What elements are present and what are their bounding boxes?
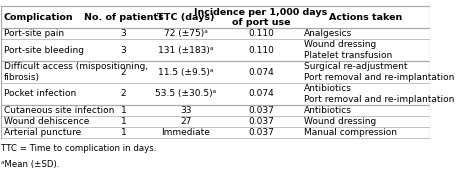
Text: 72 (±75)ᵃ: 72 (±75)ᵃ: [164, 29, 208, 38]
Text: Arterial puncture: Arterial puncture: [4, 128, 81, 137]
Bar: [220, 7, 301, 28]
Text: 2: 2: [121, 67, 127, 76]
Text: Surgical re-adjustment
Port removal and re-implantation: Surgical re-adjustment Port removal and …: [304, 62, 455, 82]
Text: Actions taken: Actions taken: [329, 13, 402, 22]
Bar: [301, 105, 430, 116]
Bar: [301, 116, 430, 127]
Text: 2: 2: [121, 89, 127, 98]
Bar: [301, 7, 430, 28]
Text: Immediate: Immediate: [161, 128, 210, 137]
Text: TTC = Time to complication in days.: TTC = Time to complication in days.: [1, 144, 157, 153]
Bar: [220, 105, 301, 116]
Text: 3: 3: [121, 29, 127, 38]
Text: 1: 1: [121, 106, 127, 115]
Text: 33: 33: [180, 106, 191, 115]
Bar: [1, 39, 96, 61]
Bar: [152, 127, 220, 138]
Bar: [152, 116, 220, 127]
Text: Cutaneous site infection: Cutaneous site infection: [4, 106, 114, 115]
Text: 11.5 (±9.5)ᵃ: 11.5 (±9.5)ᵃ: [158, 67, 214, 76]
Text: 0.074: 0.074: [248, 67, 273, 76]
Text: 0.037: 0.037: [248, 117, 274, 126]
Text: Port-site bleeding: Port-site bleeding: [4, 46, 84, 55]
Text: 27: 27: [180, 117, 191, 126]
Bar: [96, 127, 152, 138]
Text: 0.074: 0.074: [248, 89, 273, 98]
Bar: [301, 39, 430, 61]
Bar: [220, 127, 301, 138]
Bar: [301, 61, 430, 83]
Bar: [152, 28, 220, 39]
Text: Antibiotics
Port removal and re-implantation: Antibiotics Port removal and re-implanta…: [304, 84, 455, 104]
Bar: [301, 127, 430, 138]
Bar: [1, 28, 96, 39]
Text: 0.037: 0.037: [248, 106, 274, 115]
Text: 1: 1: [121, 128, 127, 137]
Bar: [220, 116, 301, 127]
Text: 1: 1: [121, 117, 127, 126]
Text: 131 (±183)ᵃ: 131 (±183)ᵃ: [158, 46, 214, 55]
Bar: [96, 61, 152, 83]
Bar: [152, 7, 220, 28]
Text: Complication: Complication: [4, 13, 73, 22]
Text: Wound dressing: Wound dressing: [304, 117, 376, 126]
Bar: [96, 39, 152, 61]
Text: Port-site pain: Port-site pain: [4, 29, 64, 38]
Bar: [96, 83, 152, 105]
Bar: [220, 61, 301, 83]
Bar: [96, 105, 152, 116]
Bar: [96, 116, 152, 127]
Text: 53.5 (±30.5)ᵃ: 53.5 (±30.5)ᵃ: [155, 89, 217, 98]
Bar: [1, 105, 96, 116]
Text: ᵃMean (±SD).: ᵃMean (±SD).: [1, 160, 60, 169]
Text: Antibiotics: Antibiotics: [304, 106, 352, 115]
Text: 0.110: 0.110: [248, 46, 274, 55]
Bar: [152, 105, 220, 116]
Text: No. of patients: No. of patients: [84, 13, 164, 22]
Bar: [1, 7, 96, 28]
Bar: [301, 28, 430, 39]
Bar: [152, 83, 220, 105]
Text: Wound dressing
Platelet transfusion: Wound dressing Platelet transfusion: [304, 40, 392, 60]
Bar: [1, 61, 96, 83]
Text: Incidence per 1,000 days
of port use: Incidence per 1,000 days of port use: [194, 8, 328, 27]
Text: Difficult access (mispositioning,
fibrosis): Difficult access (mispositioning, fibros…: [4, 62, 148, 82]
Text: 3: 3: [121, 46, 127, 55]
Bar: [220, 83, 301, 105]
Bar: [301, 83, 430, 105]
Bar: [1, 127, 96, 138]
Text: Wound dehiscence: Wound dehiscence: [4, 117, 89, 126]
Bar: [1, 83, 96, 105]
Bar: [96, 28, 152, 39]
Bar: [96, 7, 152, 28]
Bar: [1, 116, 96, 127]
Bar: [220, 39, 301, 61]
Bar: [220, 28, 301, 39]
Text: 0.110: 0.110: [248, 29, 274, 38]
Text: TTC (days): TTC (days): [157, 13, 215, 22]
Text: Analgesics: Analgesics: [304, 29, 352, 38]
Text: 0.037: 0.037: [248, 128, 274, 137]
Text: Manual compression: Manual compression: [304, 128, 397, 137]
Bar: [152, 39, 220, 61]
Bar: [152, 61, 220, 83]
Text: Pocket infection: Pocket infection: [4, 89, 76, 98]
